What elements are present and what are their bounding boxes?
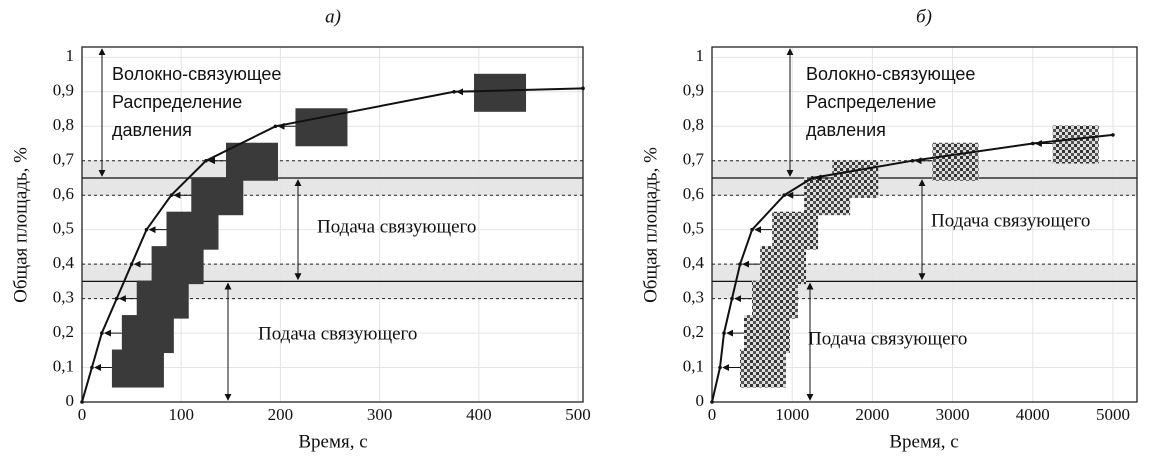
x-tick-label: 300 [367,405,393,424]
annotation: Подача связующего [931,210,1090,231]
x-tick-label: 5000 [1096,405,1130,424]
x-tick-label: 0 [78,405,87,424]
annotation: давления [806,120,886,140]
annotation: Распределение [806,92,936,112]
point [114,296,119,301]
y-tick-label: 0,1 [53,356,74,375]
sample-image [166,211,219,250]
point [730,296,734,301]
panel: 0 0,1 0,2 0,3 0,4 0,5 0,6 0,7 0,8 0,9 1 0 1000 2000 30… [640,6,1138,452]
sample-image [136,280,189,319]
y-tick-label: 0,2 [53,322,74,341]
y-tick-label: 0,4 [53,253,75,272]
annotation: Распределение [112,92,242,112]
y-tick-label: 0,8 [53,115,74,134]
y-tick-label: 0,6 [53,184,74,203]
point [710,400,714,404]
y-tick-label: 1 [66,46,75,65]
plot-frame [81,46,584,403]
sample-image [151,246,204,285]
sample-image [760,246,807,285]
point [204,158,208,163]
sample-image [932,142,979,181]
point [1111,133,1115,137]
y-tick-label: 0,9 [53,81,74,100]
point [581,86,585,91]
y-tick-label: 0,3 [53,288,74,307]
x-tick-label: 3000 [936,405,970,424]
y-tick-label: 0,7 [683,150,705,169]
plot-frame [711,46,1138,403]
point [722,331,726,335]
annotation: Волокно-связующее [112,64,281,84]
point [738,262,742,266]
point [273,124,278,129]
x-tick-label: 4000 [1016,405,1050,424]
point [910,158,915,163]
sample-image [832,159,879,198]
sample-image [474,73,527,112]
point [100,331,104,335]
annotation: Волокно-связующее [806,64,975,84]
y-tick-label: 0 [696,391,705,410]
x-tick-label: 0 [708,405,717,424]
point [750,227,754,232]
annotation: Подача связующего [258,323,417,344]
y-tick-label: 0,6 [683,184,704,203]
panel-title: а) [325,6,341,27]
x-tick-label: 400 [466,405,492,424]
sample-image [752,280,799,319]
x-tick-label: 1000 [775,405,809,424]
y-tick-label: 0,7 [53,150,75,169]
point [452,90,456,94]
x-tick-label: 200 [268,405,294,424]
sample-image [740,349,787,388]
sample-image [744,315,791,354]
y-tick-label: 0,5 [53,219,74,238]
y-tick-label: 0 [66,391,75,410]
annotation: Подача связующего [317,216,476,237]
y-tick-label: 0,3 [683,288,704,307]
y-tick-label: 1 [696,46,705,65]
y-tick-label: 0,1 [683,356,704,375]
x-axis-label: Время, с [889,431,958,452]
point [1030,141,1035,146]
y-axis-label: Общая площадь, % [640,147,661,303]
sample-image [121,315,174,354]
point [90,365,94,370]
sample-image [1052,125,1099,164]
point [169,193,174,198]
point [144,227,149,232]
sample-image [226,142,279,181]
sample-image [191,177,244,216]
annotation: давления [112,120,192,140]
y-tick-label: 0,5 [683,219,704,238]
y-tick-label: 0,2 [683,322,704,341]
y-tick-label: 0,9 [683,81,704,100]
x-tick-label: 2000 [855,405,889,424]
x-tick-label: 100 [168,405,194,424]
y-axis-label: Общая площадь, % [10,147,31,303]
x-tick-label: 500 [565,405,591,424]
point [810,176,815,180]
sample-image [111,349,164,388]
point [129,262,134,266]
point [782,193,786,198]
sample-image [772,211,819,250]
point [80,400,84,404]
y-tick-label: 0,4 [683,253,705,272]
y-tick-label: 0,8 [683,115,704,134]
panel-title: б) [916,6,932,27]
x-axis-label: Время, с [298,431,367,452]
panel: 0 0,1 0,2 0,3 0,4 0,5 0,6 0,7 0,8 0,9 1 0 100 200 300 4… [10,6,590,452]
annotation: Подача связующего [808,328,967,349]
point [718,365,722,370]
